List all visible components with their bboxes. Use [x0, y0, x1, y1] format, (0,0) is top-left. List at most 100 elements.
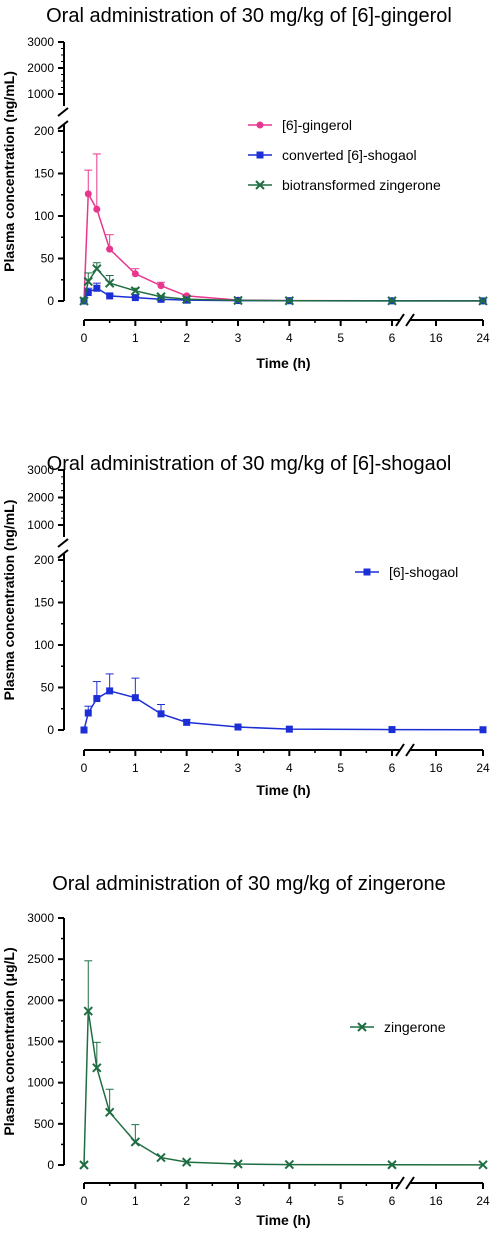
y-axis-label: Plasma concentration (ng/mL): [1, 500, 17, 701]
data-point: [93, 205, 101, 213]
x-tick-label: 1: [132, 761, 139, 775]
marker-stroke: [104, 1107, 115, 1118]
data-point: [106, 245, 114, 253]
data-point: [157, 710, 165, 718]
chart-panel-1: Oral administration of 30 mg/kg of [6]-g…: [1, 5, 490, 371]
y-tick-label: 1000: [27, 1076, 54, 1090]
y-tick-label: 3000: [27, 463, 54, 477]
marker-stroke: [79, 296, 89, 306]
legend-marker: [357, 1022, 367, 1032]
x-tick-label: 4: [286, 331, 293, 345]
y-tick-label: 2000: [27, 61, 54, 75]
x-axis-label: Time (h): [256, 1212, 310, 1228]
y-tick-label: 1000: [27, 518, 54, 532]
x-tick-label: 16: [429, 331, 443, 345]
x-tick-label: 1: [132, 331, 139, 345]
marker-stroke: [357, 1022, 367, 1032]
x-tick-label: 24: [476, 331, 490, 345]
y-tick-label: 100: [34, 638, 54, 652]
data-point: [478, 1160, 488, 1170]
data-point: [104, 1107, 115, 1118]
y-tick-label: 500: [34, 1117, 54, 1131]
legend-marker: [256, 151, 264, 159]
y-axis-label: Plasma concentration (μg/L): [1, 947, 17, 1135]
x-tick-label: 3: [235, 761, 242, 775]
chart-title: Oral administration of 30 mg/kg of zinge…: [52, 873, 446, 895]
marker-stroke: [284, 1159, 295, 1170]
marker-stroke: [284, 296, 295, 306]
data-point: [387, 296, 397, 306]
marker-stroke: [83, 276, 93, 287]
x-axis-break-mark: [405, 743, 415, 757]
legend-label: [6]-shogaol: [389, 564, 458, 580]
data-point: [284, 1159, 295, 1170]
y-tick-label: 2000: [27, 993, 54, 1007]
marker-stroke: [478, 1160, 488, 1170]
x-tick-label: 24: [476, 761, 490, 775]
data-point: [84, 289, 92, 296]
data-point: [157, 295, 165, 303]
x-tick-label: 6: [389, 1194, 396, 1208]
marker-stroke: [92, 1063, 102, 1073]
legend-entry: converted [6]-shogaol: [248, 147, 417, 163]
x-tick-label: 16: [429, 1194, 443, 1208]
legend-entry: [6]-shogaol: [355, 564, 458, 580]
data-point: [234, 723, 242, 731]
series-line: [83, 287, 484, 302]
y-tick-label: 3000: [27, 35, 54, 49]
series-biotransformed-zingerone: [79, 262, 488, 306]
marker-stroke: [130, 1137, 141, 1147]
series-line: [83, 690, 484, 731]
data-point: [181, 294, 192, 305]
marker-stroke: [83, 1006, 93, 1016]
data-point: [478, 296, 488, 306]
marker-stroke: [181, 1157, 192, 1167]
legend-label: [6]-gingerol: [282, 117, 352, 133]
data-point: [156, 292, 166, 302]
y-axis-break-mark: [57, 549, 69, 559]
data-point: [233, 295, 243, 306]
data-point: [131, 270, 139, 278]
legend-entry: biotransformed zingerone: [248, 177, 441, 193]
data-point: [92, 1063, 102, 1073]
y-tick-label: 200: [34, 553, 54, 567]
marker-stroke: [92, 263, 102, 274]
x-tick-label: 24: [476, 1194, 490, 1208]
x-tick-label: 5: [337, 1194, 344, 1208]
marker-stroke: [233, 295, 243, 306]
marker-stroke: [255, 180, 265, 190]
y-axis-label: Plasma concentration (ng/mL): [1, 71, 17, 272]
y-tick-label: 0: [47, 294, 54, 308]
x-tick-label: 0: [81, 1194, 88, 1208]
data-point: [157, 282, 165, 290]
data-point: [79, 1160, 89, 1170]
data-point: [131, 294, 139, 302]
marker-stroke: [387, 296, 397, 306]
legend-label: biotransformed zingerone: [282, 177, 441, 193]
marker-stroke: [79, 1160, 89, 1170]
y-tick-label: 1000: [27, 87, 54, 101]
marker-stroke: [156, 1152, 166, 1163]
data-point: [83, 1006, 93, 1016]
y-axis-break-mark: [57, 538, 69, 548]
marker-stroke: [104, 278, 115, 288]
x-tick-label: 4: [286, 761, 293, 775]
legend-entry: [6]-gingerol: [248, 117, 352, 133]
data-point: [285, 725, 293, 733]
data-point: [130, 1137, 141, 1147]
x-tick-label: 2: [183, 331, 190, 345]
data-point: [83, 276, 93, 287]
legend-label: converted [6]-shogaol: [282, 147, 417, 163]
series-zingerone: [79, 960, 488, 1170]
y-tick-label: 50: [41, 252, 55, 266]
x-axis-break-mark: [405, 313, 415, 327]
chart-panel-2: Oral administration of 30 mg/kg of [6]-s…: [1, 453, 490, 798]
marker-stroke: [181, 294, 192, 305]
marker-stroke: [478, 296, 488, 306]
series-line: [83, 267, 484, 302]
y-tick-label: 1500: [27, 1035, 54, 1049]
data-point: [131, 694, 139, 702]
data-point: [388, 726, 396, 734]
y-tick-label: 2000: [27, 491, 54, 505]
